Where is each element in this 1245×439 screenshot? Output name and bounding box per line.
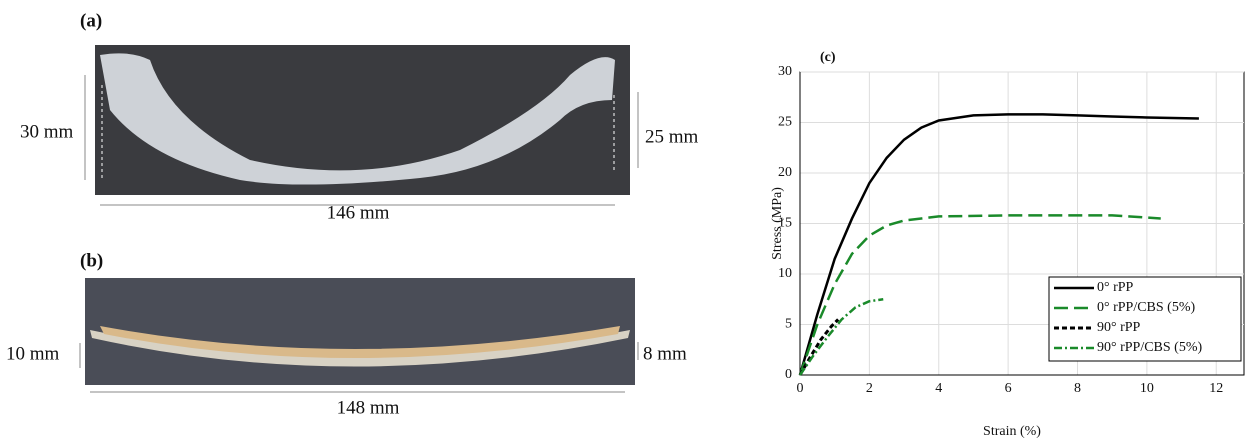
photo-b (85, 278, 635, 385)
specimen-a (100, 53, 615, 185)
y-tick-label: 20 (778, 165, 792, 180)
legend-label: 0° rPP (1097, 280, 1134, 295)
y-tick-label: 25 (778, 115, 792, 130)
dim-label: 30 mm (20, 121, 74, 142)
specimen-b-base (90, 330, 630, 367)
panel-label: (b) (80, 250, 103, 271)
x-tick-label: 6 (1005, 381, 1012, 396)
series-line (798, 318, 840, 376)
legend-label: 90° rPP (1097, 320, 1141, 335)
dim-label: 25 mm (645, 126, 699, 147)
dim-label: 8 mm (643, 343, 687, 364)
dim-label: 146 mm (327, 202, 390, 223)
series-line (798, 214, 1161, 376)
y-tick-label: 0 (785, 367, 792, 382)
y-tick-label: 15 (778, 216, 792, 231)
chart: 0 5 10 15 20 25 30 0 2 4 6 8 10 12 (c) Strain (%) Stress… (770, 50, 1245, 439)
x-tick-label: 4 (935, 381, 942, 396)
x-tick-label: 8 (1074, 381, 1081, 396)
x-tick-label: 0 (797, 381, 804, 396)
y-axis-label: Stress (MPa) (770, 187, 785, 260)
y-tick-label: 10 (778, 266, 792, 281)
dim-label: 148 mm (337, 397, 400, 418)
specimen-b (100, 326, 620, 358)
series-line (798, 298, 884, 376)
x-tick-label: 12 (1209, 381, 1223, 396)
y-tick-label: 30 (778, 64, 792, 79)
legend-label: 90° rPP/CBS (5%) (1097, 340, 1203, 355)
panel-label: (a) (80, 10, 102, 31)
y-tick-label: 5 (785, 317, 792, 332)
series-line (798, 113, 1199, 376)
x-tick-label: 2 (866, 381, 873, 396)
chart-title: (c) (820, 50, 836, 65)
dim-label: 10 mm (6, 343, 60, 364)
x-axis-label: Strain (%) (983, 424, 1041, 439)
legend-label: 0° rPP/CBS (5%) (1097, 300, 1196, 315)
x-tick-label: 10 (1140, 381, 1154, 396)
